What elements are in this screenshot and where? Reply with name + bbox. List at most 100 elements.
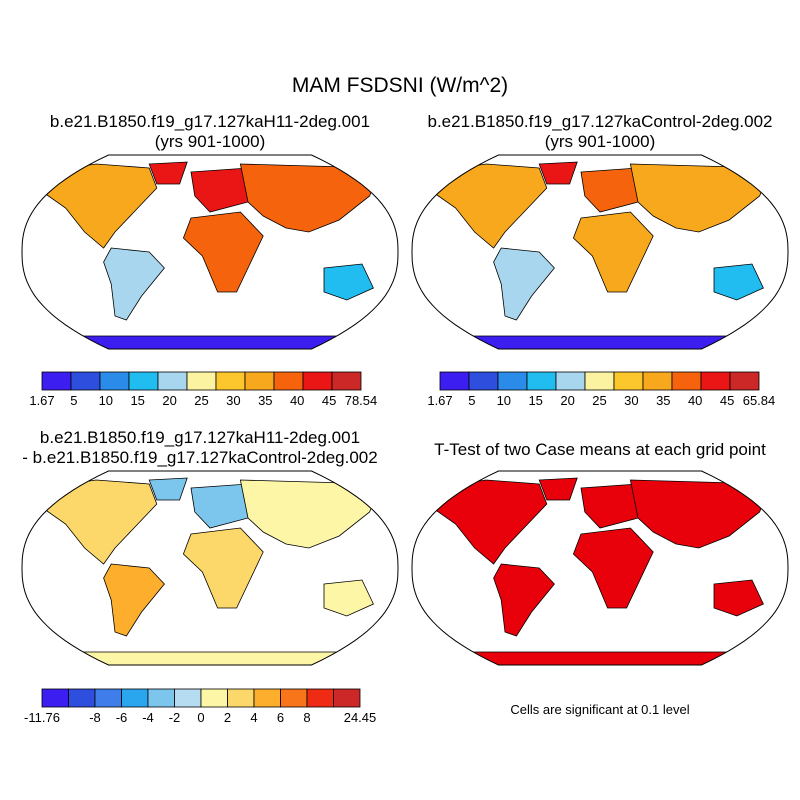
landmass-namerica [42, 479, 158, 565]
colorbar-3-swatch [174, 688, 202, 708]
colorbar-2-tick-label: 1.67 [427, 393, 452, 408]
colorbar-1-tick-label: 1.67 [29, 393, 54, 408]
landmass-australia [713, 579, 764, 617]
colorbar-1-tick-label: 78.54 [345, 393, 378, 408]
landmass-europe [190, 483, 249, 529]
landmass-asia [629, 479, 772, 549]
landmass-europe [580, 167, 639, 213]
map-outline [411, 470, 789, 666]
figure-title: MAM FSDSNI (W/m^2) [291, 74, 509, 97]
map-outline [411, 154, 789, 350]
colorbar-2-tick-label: 20 [560, 393, 574, 408]
colorbar-1-tick-label: 30 [226, 393, 240, 408]
colorbar-3-tick-label: -6 [116, 710, 128, 725]
map-panel-3 [21, 470, 399, 666]
colorbar-3-tick-label: 2 [224, 710, 231, 725]
colorbar-3-tick-label: 6 [277, 710, 284, 725]
ttest-significance-note: Cells are significant at 0.1 level [510, 702, 690, 717]
colorbar-1-swatch [273, 371, 304, 391]
colorbar-1-swatch [302, 371, 333, 391]
panel-3-title-line1: b.e21.B1850.f19_g17.127kaH11-2deg.001 [39, 428, 361, 447]
map-panel-2 [411, 154, 789, 350]
colorbar-2-swatch [729, 371, 760, 391]
landmass-asia [239, 479, 382, 549]
colorbar-3-tick-label: -8 [89, 710, 101, 725]
colorbar-1-tick-label: 15 [130, 393, 144, 408]
landmass-greenland [538, 161, 578, 185]
colorbar-2-swatch [700, 371, 731, 391]
landmass-samerica [493, 247, 555, 321]
colorbar-panel-2: 1.67 5 10 15 20 25 30 35 40 45 65.84 [427, 371, 776, 408]
landmass-africa [182, 527, 264, 609]
landmass-africa [182, 211, 264, 293]
colorbar-2-tick-label: 10 [497, 393, 511, 408]
colorbar-2-swatch [555, 371, 586, 391]
colorbar-1-swatch [41, 371, 72, 391]
colorbar-2-swatch [439, 371, 470, 391]
panel-1-title-line2: (yrs 901-1000) [154, 132, 266, 151]
colorbar-3-tick-label: -4 [142, 710, 154, 725]
colorbar-2-tick-label: 5 [468, 393, 475, 408]
landmass-australia [323, 263, 374, 301]
colorbar-1-swatch [70, 371, 101, 391]
landmass-australia [713, 263, 764, 301]
colorbar-1-swatch [244, 371, 275, 391]
colorbar-1-swatch [215, 371, 246, 391]
colorbar-1-tick-label: 10 [99, 393, 113, 408]
colorbar-2-tick-label: 65.84 [743, 393, 776, 408]
colorbar-1-swatch [186, 371, 217, 391]
colorbar-1-tick-label: 45 [322, 393, 336, 408]
colorbar-3-swatch [280, 688, 308, 708]
landmass-africa [572, 211, 654, 293]
colorbar-panel-1: 1.67 5 10 15 20 25 30 35 40 45 78.54 [29, 371, 378, 408]
panel-3-title: b.e21.B1850.f19_g17.127kaH11-2deg.001 - … [0, 428, 400, 468]
colorbar-2-swatch [671, 371, 702, 391]
colorbar-2-swatch [584, 371, 615, 391]
panel-2-title: b.e21.B1850.f19_g17.127kaControl-2deg.00… [410, 112, 790, 152]
landmass-greenland [148, 477, 188, 501]
landmass-samerica [103, 563, 165, 637]
colorbar-1-swatch [99, 371, 130, 391]
colorbar-1-tick-label: 20 [162, 393, 176, 408]
map-panel-4 [411, 470, 789, 666]
colorbar-3-swatch [253, 688, 281, 708]
map-panel-1 [21, 154, 399, 350]
colorbar-3-swatch [147, 688, 175, 708]
colorbar-2-swatch [526, 371, 557, 391]
panel-3-title-line2: - b.e21.B1850.f19_g17.127kaControl-2deg.… [22, 448, 378, 467]
colorbar-3-tick-label: -2 [169, 710, 181, 725]
colorbar-2-swatch [497, 371, 528, 391]
colorbar-1-swatch [157, 371, 188, 391]
colorbar-1-tick-label: 35 [258, 393, 272, 408]
landmass-namerica [42, 163, 158, 249]
panel-2-title-line1: b.e21.B1850.f19_g17.127kaControl-2deg.00… [427, 112, 773, 131]
landmass-europe [190, 167, 249, 213]
landmass-samerica [493, 563, 555, 637]
colorbar-2-tick-label: 35 [656, 393, 670, 408]
panel-4-title: T-Test of two Case means at each grid po… [410, 440, 790, 460]
landmass-namerica [432, 479, 548, 565]
landmass-samerica [103, 247, 165, 321]
colorbar-2-swatch [642, 371, 673, 391]
panel-1-title: b.e21.B1850.f19_g17.127kaH11-2deg.001 (y… [20, 112, 400, 152]
colorbar-1-tick-label: 25 [194, 393, 208, 408]
panel-2-title-line2: (yrs 901-1000) [544, 132, 656, 151]
landmass-antarctica [75, 335, 345, 349]
colorbar-2-tick-label: 45 [720, 393, 734, 408]
landmass-asia [239, 163, 382, 233]
colorbar-3-swatch [306, 688, 334, 708]
colorbar-panel-3: -11.76 -8 -6 -4 -2 0 2 4 6 8 24.45 [24, 688, 376, 725]
landmass-australia [323, 579, 374, 617]
landmass-asia [629, 163, 772, 233]
colorbar-2-tick-label: 15 [528, 393, 542, 408]
colorbar-3-swatch [121, 688, 149, 708]
colorbar-2-tick-label: 40 [688, 393, 702, 408]
landmass-greenland [538, 477, 578, 501]
colorbar-3-swatch [68, 688, 96, 708]
colorbar-3-tick-label: 4 [250, 710, 257, 725]
colorbar-2-tick-label: 25 [592, 393, 606, 408]
colorbar-3-swatch [333, 688, 361, 708]
landmass-antarctica [75, 651, 345, 665]
colorbar-2-swatch [468, 371, 499, 391]
landmass-greenland [148, 161, 188, 185]
